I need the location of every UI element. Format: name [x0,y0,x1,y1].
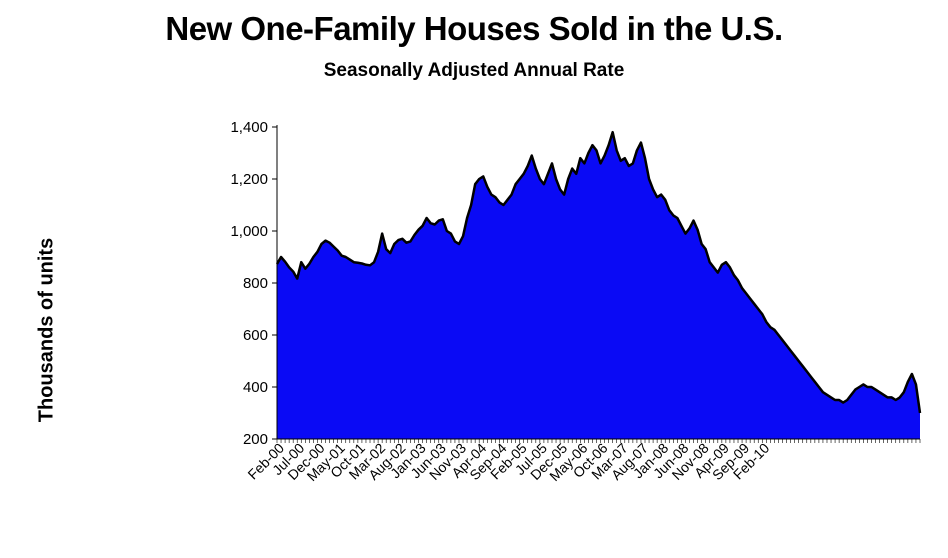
chart-title: New One-Family Houses Sold in the U.S. [165,10,783,47]
y-tick-label: 200 [243,431,268,448]
y-tick-label: 600 [243,327,268,344]
y-tick-label: 1,000 [230,223,268,240]
y-tick-label: 1,200 [230,171,268,188]
y-tick-label: 1,400 [230,119,268,136]
y-tick-label: 400 [243,379,268,396]
y-tick-label: 800 [243,275,268,292]
chart-subtitle: Seasonally Adjusted Annual Rate [323,60,625,81]
series-line [275,130,922,414]
series-area [277,132,920,439]
